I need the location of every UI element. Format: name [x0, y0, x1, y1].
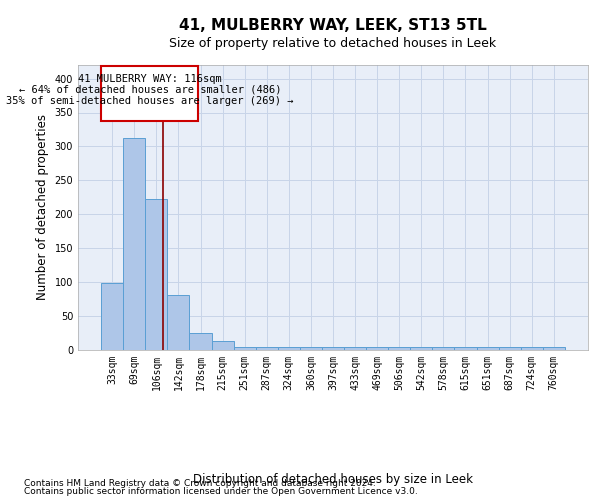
Bar — [167, 295, 190, 350]
Bar — [388, 348, 410, 350]
Bar — [278, 348, 300, 350]
Text: Contains public sector information licensed under the Open Government Licence v3: Contains public sector information licen… — [24, 487, 418, 496]
Text: Size of property relative to detached houses in Leek: Size of property relative to detached ho… — [169, 36, 497, 50]
Bar — [543, 348, 565, 350]
Text: 41 MULBERRY WAY: 116sqm: 41 MULBERRY WAY: 116sqm — [78, 74, 221, 85]
Bar — [454, 348, 476, 350]
Bar — [300, 348, 322, 350]
Bar — [433, 348, 454, 350]
Bar — [499, 348, 521, 350]
Bar — [344, 348, 366, 350]
Bar — [322, 348, 344, 350]
Bar — [123, 138, 145, 350]
Y-axis label: Number of detached properties: Number of detached properties — [36, 114, 49, 300]
Bar — [476, 348, 499, 350]
Bar — [410, 348, 433, 350]
Bar — [256, 348, 278, 350]
Bar — [190, 333, 212, 350]
Text: 41, MULBERRY WAY, LEEK, ST13 5TL: 41, MULBERRY WAY, LEEK, ST13 5TL — [179, 18, 487, 32]
Text: Contains HM Land Registry data © Crown copyright and database right 2024.: Contains HM Land Registry data © Crown c… — [24, 478, 376, 488]
Text: ← 64% of detached houses are smaller (486): ← 64% of detached houses are smaller (48… — [19, 84, 281, 94]
Bar — [521, 348, 543, 350]
Bar — [145, 200, 167, 350]
Text: 35% of semi-detached houses are larger (269) →: 35% of semi-detached houses are larger (… — [6, 96, 293, 106]
Bar — [366, 348, 388, 350]
FancyBboxPatch shape — [101, 66, 199, 122]
Bar — [233, 346, 256, 350]
Bar — [212, 341, 233, 350]
Text: Distribution of detached houses by size in Leek: Distribution of detached houses by size … — [193, 472, 473, 486]
Bar — [101, 283, 123, 350]
